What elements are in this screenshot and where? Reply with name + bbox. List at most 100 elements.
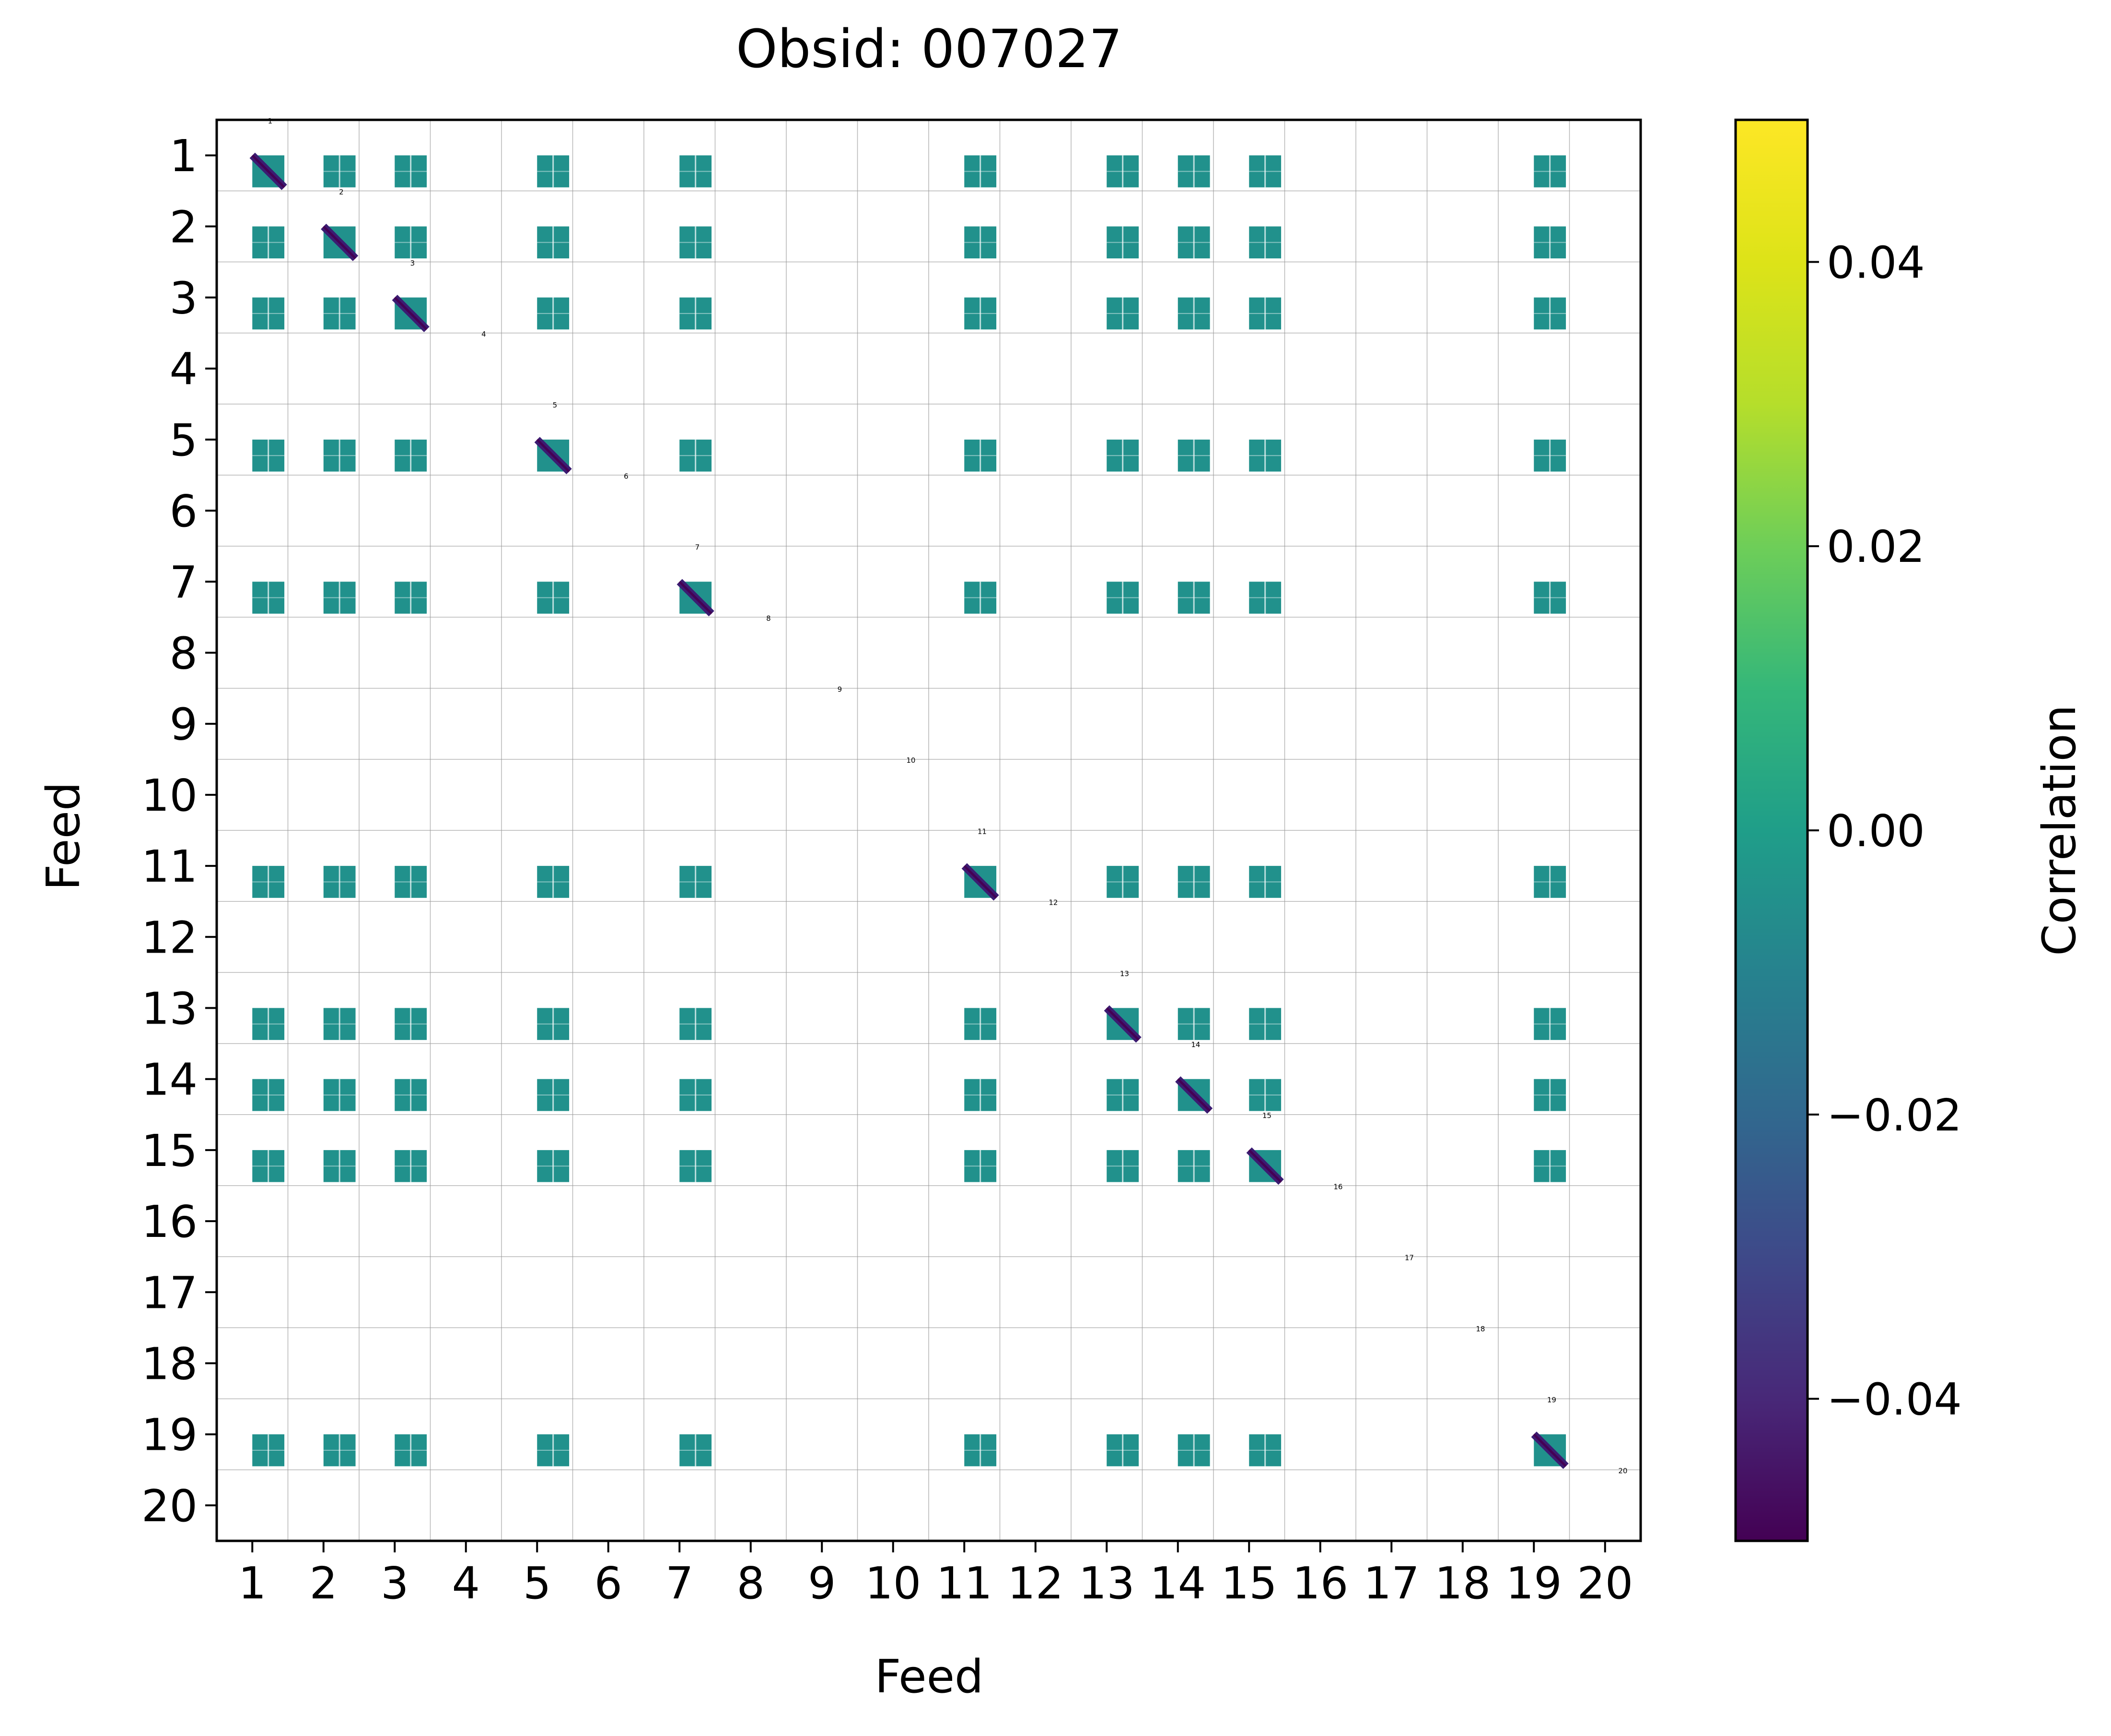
heatmap-cell xyxy=(1249,439,1282,472)
heatmap-cell xyxy=(395,1150,427,1182)
diagonal-label: 7 xyxy=(695,543,700,552)
heatmap-cell xyxy=(537,866,570,898)
colorbar-tick-label: 0.04 xyxy=(1827,237,1925,288)
heatmap-cell xyxy=(1178,155,1210,187)
heatmap-diagonal-cell xyxy=(392,294,430,332)
diagonal-label: 10 xyxy=(906,756,915,765)
heatmap-cell xyxy=(964,1150,997,1182)
x-tick-label: 11 xyxy=(936,1558,992,1609)
x-tick-label: 7 xyxy=(665,1558,694,1609)
heatmap-cell xyxy=(1178,582,1210,614)
x-tick-label: 6 xyxy=(594,1558,622,1609)
heatmap-cell xyxy=(679,1150,712,1182)
heatmap-diagonal-cell xyxy=(249,152,287,190)
diagonal-label: 3 xyxy=(410,259,415,268)
diagonal-label: 19 xyxy=(1547,1396,1556,1404)
x-tick-label: 4 xyxy=(452,1558,480,1609)
heatmap-cell xyxy=(395,866,427,898)
heatmap-cell xyxy=(1534,226,1566,258)
heatmap-cell xyxy=(1107,582,1139,614)
x-tick-label: 18 xyxy=(1435,1558,1491,1609)
heatmap-cell xyxy=(323,155,356,187)
x-axis-label: Feed xyxy=(875,1651,984,1703)
diagonal-label: 6 xyxy=(624,472,629,480)
heatmap-cell xyxy=(679,297,712,330)
colorbar-tick-label: 0.00 xyxy=(1827,805,1925,857)
heatmap-cell xyxy=(252,297,285,330)
heatmap-cell xyxy=(964,1079,997,1111)
heatmap-cell xyxy=(252,1008,285,1040)
heatmap-cell xyxy=(1249,1008,1282,1040)
heatmap-cell xyxy=(1534,866,1566,898)
diagonal-label: 4 xyxy=(481,330,486,338)
heatmap-diagonal-cell xyxy=(321,223,359,261)
heatmap-cell xyxy=(1534,1150,1566,1182)
heatmap-cell xyxy=(323,439,356,472)
heatmap-cell xyxy=(1178,1434,1210,1467)
y-tick-label: 3 xyxy=(169,273,198,324)
y-tick-label: 6 xyxy=(169,486,198,537)
heatmap-diagonal-cell xyxy=(1531,1432,1569,1469)
heatmap-cell xyxy=(537,297,570,330)
heatmap-cell xyxy=(1534,1079,1566,1111)
chart-title: Obsid: 007027 xyxy=(736,18,1122,80)
heatmap-cell xyxy=(323,866,356,898)
heatmap-cell xyxy=(252,1150,285,1182)
heatmap-cell xyxy=(1534,439,1566,472)
x-tick-label: 19 xyxy=(1506,1558,1562,1609)
heatmap-diagonal-cell xyxy=(1246,1147,1284,1185)
x-tick-label: 5 xyxy=(523,1558,551,1609)
y-tick-label: 12 xyxy=(141,912,198,963)
heatmap-cell xyxy=(679,866,712,898)
heatmap-cell xyxy=(964,155,997,187)
x-tick-label: 1 xyxy=(238,1558,267,1609)
diagonal-label: 13 xyxy=(1120,969,1129,978)
heatmap-cell xyxy=(1107,439,1139,472)
x-axis-ticks: 1 2 3 4 5 6 7 8 9 10 11 12 13 14 15 16 17 18 19 20 xyxy=(238,1541,1633,1609)
heatmap-cell xyxy=(1249,1079,1282,1111)
colorbar xyxy=(1734,118,1809,1542)
x-tick-label: 3 xyxy=(381,1558,409,1609)
heatmap-cell xyxy=(1178,226,1210,258)
diagonal-label: 20 xyxy=(1618,1467,1627,1475)
x-tick-label: 12 xyxy=(1007,1558,1063,1609)
heatmap-cell xyxy=(395,439,427,472)
heatmap-cell xyxy=(395,582,427,614)
x-tick-label: 13 xyxy=(1079,1558,1135,1609)
heatmap-cell xyxy=(1534,1008,1566,1040)
heatmap-cell xyxy=(1178,1150,1210,1182)
heatmap-diagonal-cell xyxy=(1175,1076,1213,1114)
y-axis-label: Feed xyxy=(37,782,90,891)
plot-frame xyxy=(215,118,1642,1542)
diagonal-label: 15 xyxy=(1262,1111,1271,1120)
x-tick-label: 9 xyxy=(808,1558,836,1609)
diagonal-label: 18 xyxy=(1476,1325,1485,1333)
y-tick-label: 17 xyxy=(141,1267,198,1318)
heatmap-cell xyxy=(1178,866,1210,898)
heatmap-cell xyxy=(1178,297,1210,330)
heatmap-cell xyxy=(964,1434,997,1467)
colorbar-label: Correlation xyxy=(2033,705,2086,956)
heatmap-cell xyxy=(1249,582,1282,614)
heatmap-cell xyxy=(1249,297,1282,330)
heatmap-diagonal-cell xyxy=(961,863,999,901)
y-tick-label: 7 xyxy=(169,557,198,608)
colorbar-ticks: 0.04 0.02 0.00 −0.02 −0.04 xyxy=(1808,237,1962,1425)
x-tick-label: 17 xyxy=(1364,1558,1420,1609)
heatmap-cell xyxy=(323,297,356,330)
heatmap-gridlines xyxy=(217,120,1641,1541)
diagonal-label: 16 xyxy=(1333,1182,1342,1191)
y-tick-label: 11 xyxy=(141,841,198,892)
heatmap-cell xyxy=(395,155,427,187)
colorbar-tick-label: −0.04 xyxy=(1827,1374,1962,1425)
heatmap-cell xyxy=(1534,155,1566,187)
heatmap-cell xyxy=(1249,155,1282,187)
heatmap-cell xyxy=(1107,226,1139,258)
heatmap-cell xyxy=(395,1079,427,1111)
heatmap-cell xyxy=(1107,1079,1139,1111)
heatmap-cell xyxy=(395,1008,427,1040)
diagonal-label: 5 xyxy=(553,401,558,409)
